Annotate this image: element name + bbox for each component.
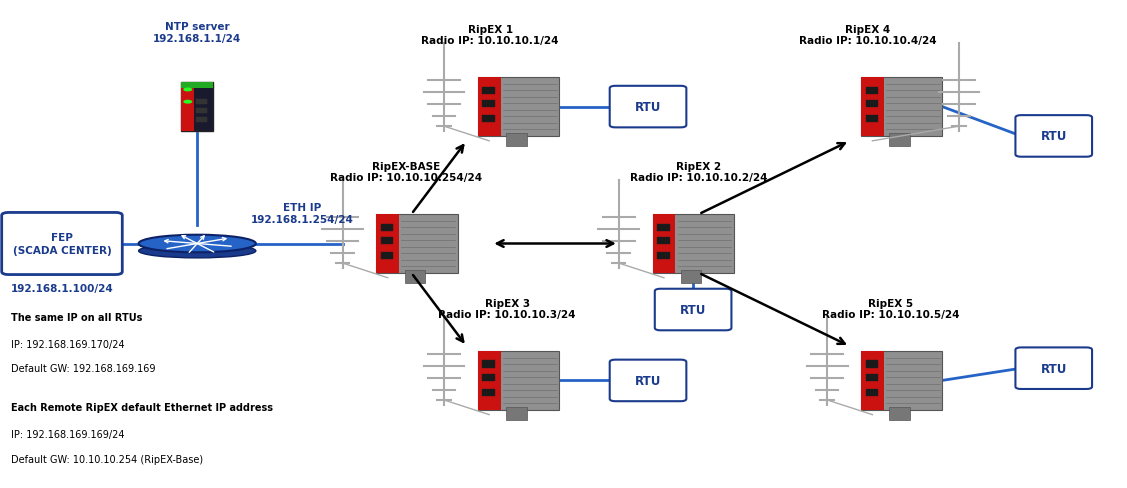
Bar — [657, 252, 669, 259]
Bar — [196, 118, 207, 122]
Bar — [482, 374, 495, 381]
Bar — [861, 351, 884, 410]
FancyBboxPatch shape — [655, 289, 731, 331]
Text: 192.168.1.100/24: 192.168.1.100/24 — [10, 283, 114, 293]
FancyBboxPatch shape — [1015, 116, 1092, 157]
Bar — [866, 361, 878, 368]
Text: Default GW: 10.10.10.254 (RipEX-Base): Default GW: 10.10.10.254 (RipEX-Base) — [11, 454, 203, 464]
Bar — [381, 252, 393, 259]
Text: RipEX 2
Radio IP: 10.10.10.2/24: RipEX 2 Radio IP: 10.10.10.2/24 — [630, 162, 767, 183]
Text: RipEX-BASE
Radio IP: 10.10.10.254/24: RipEX-BASE Radio IP: 10.10.10.254/24 — [330, 162, 481, 183]
Bar — [181, 83, 194, 132]
Bar — [866, 374, 878, 381]
Text: IP: 192.168.169.170/24: IP: 192.168.169.170/24 — [11, 339, 125, 349]
Bar — [405, 271, 425, 283]
Bar — [657, 224, 669, 231]
Bar — [866, 101, 878, 108]
FancyBboxPatch shape — [1, 213, 122, 275]
Bar — [482, 87, 495, 95]
Bar — [866, 87, 878, 95]
Text: RTU: RTU — [635, 101, 662, 114]
Circle shape — [184, 101, 193, 104]
Bar — [376, 215, 399, 273]
FancyBboxPatch shape — [610, 360, 686, 401]
FancyBboxPatch shape — [610, 87, 686, 128]
Bar — [681, 271, 701, 283]
Text: Default GW: 192.168.169.169: Default GW: 192.168.169.169 — [11, 364, 156, 373]
Bar — [376, 215, 458, 273]
Text: Each Remote RipEX default Ethernet IP address: Each Remote RipEX default Ethernet IP ad… — [11, 403, 273, 412]
Bar — [181, 83, 213, 132]
Bar — [381, 238, 393, 244]
Text: RTU: RTU — [1040, 362, 1067, 375]
Text: RTU: RTU — [635, 374, 662, 387]
Bar — [478, 78, 559, 137]
Text: RTU: RTU — [680, 304, 707, 316]
Bar — [478, 351, 500, 410]
Bar — [866, 389, 878, 396]
Bar — [478, 78, 500, 137]
Bar — [478, 351, 559, 410]
Text: RTU: RTU — [1040, 130, 1067, 143]
Bar — [506, 134, 526, 146]
Circle shape — [184, 88, 193, 92]
Bar — [196, 100, 207, 105]
Text: The same IP on all RTUs: The same IP on all RTUs — [11, 312, 143, 322]
Text: RipEX 4
Radio IP: 10.10.10.4/24: RipEX 4 Radio IP: 10.10.10.4/24 — [799, 25, 937, 46]
Bar — [653, 215, 734, 273]
Bar — [889, 134, 909, 146]
Bar — [653, 215, 675, 273]
Bar — [657, 238, 669, 244]
FancyBboxPatch shape — [1015, 347, 1092, 389]
Bar — [381, 224, 393, 231]
Text: FEP
(SCADA CENTER): FEP (SCADA CENTER) — [12, 232, 112, 256]
Text: NTP server
192.168.1.1/24: NTP server 192.168.1.1/24 — [153, 22, 241, 44]
Bar — [889, 407, 909, 420]
Text: RipEX 5
Radio IP: 10.10.10.5/24: RipEX 5 Radio IP: 10.10.10.5/24 — [822, 298, 959, 320]
Bar — [482, 116, 495, 122]
Bar — [866, 116, 878, 122]
Bar — [506, 407, 526, 420]
Bar — [181, 83, 213, 89]
Bar — [861, 351, 942, 410]
Bar — [861, 78, 884, 137]
Bar — [196, 109, 207, 114]
Text: RipEX 1
Radio IP: 10.10.10.1/24: RipEX 1 Radio IP: 10.10.10.1/24 — [421, 25, 559, 46]
Bar — [482, 389, 495, 396]
Ellipse shape — [139, 244, 256, 258]
Bar — [482, 361, 495, 368]
Text: RipEX 3
Radio IP: 10.10.10.3/24: RipEX 3 Radio IP: 10.10.10.3/24 — [438, 298, 576, 320]
Text: ETH IP
192.168.1.254/24: ETH IP 192.168.1.254/24 — [250, 203, 354, 224]
Bar — [482, 101, 495, 108]
Text: IP: 192.168.169.169/24: IP: 192.168.169.169/24 — [11, 429, 125, 439]
Bar — [861, 78, 942, 137]
Ellipse shape — [139, 235, 256, 253]
